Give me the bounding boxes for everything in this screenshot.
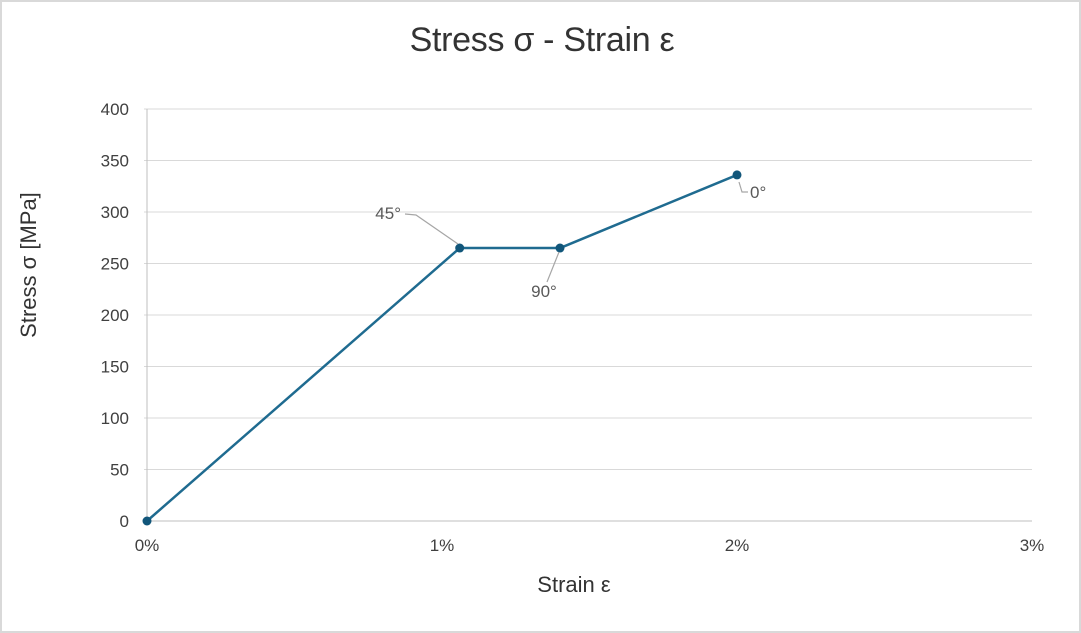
- data-point-marker[interactable]: [142, 516, 152, 526]
- x-axis-tick-label[interactable]: 1%: [430, 536, 455, 555]
- x-axis-tick-label[interactable]: 0%: [135, 536, 160, 555]
- annotation-leader-line: [738, 181, 748, 193]
- tick-layer: 0 50 100 150 200 250 300 350 400 0% 1% 2% 3%: [101, 100, 1045, 555]
- grid-layer: [144, 108, 1032, 522]
- y-axis-tick-label[interactable]: 100: [101, 409, 129, 428]
- annotation-label[interactable]: 45°: [375, 204, 401, 223]
- y-axis-tick-label[interactable]: 50: [110, 461, 129, 480]
- y-axis-tick-label[interactable]: 400: [101, 100, 129, 119]
- y-axis-tick-label[interactable]: 250: [101, 255, 129, 274]
- x-axis-tick-label[interactable]: 2%: [725, 536, 750, 555]
- y-axis-tick-label[interactable]: 150: [101, 358, 129, 377]
- axis-layer: [146, 109, 1032, 522]
- y-axis-tick-label[interactable]: 200: [101, 306, 129, 325]
- data-point-marker[interactable]: [555, 243, 565, 253]
- annotation-leader-line: [404, 213, 459, 245]
- annotation-layer: 45° 90° 0°: [375, 181, 766, 301]
- chart-title[interactable]: Stress σ - Strain ε: [410, 21, 675, 59]
- y-axis-tick-label[interactable]: 350: [101, 152, 129, 171]
- y-axis-tick-label[interactable]: 300: [101, 203, 129, 222]
- data-point-marker[interactable]: [732, 170, 742, 180]
- annotation-label[interactable]: 90°: [531, 282, 557, 301]
- annotation-leader-line: [546, 251, 560, 283]
- x-axis-tick-label[interactable]: 3%: [1020, 536, 1045, 555]
- data-point-marker[interactable]: [455, 243, 465, 253]
- series-line[interactable]: [145, 173, 739, 523]
- y-axis-title[interactable]: Stress σ [MPa]: [16, 192, 41, 338]
- y-axis-tick-label[interactable]: 0: [120, 512, 129, 531]
- series-layer: [142, 170, 742, 526]
- x-axis-title[interactable]: Strain ε: [537, 572, 611, 597]
- annotation-label[interactable]: 0°: [750, 183, 766, 202]
